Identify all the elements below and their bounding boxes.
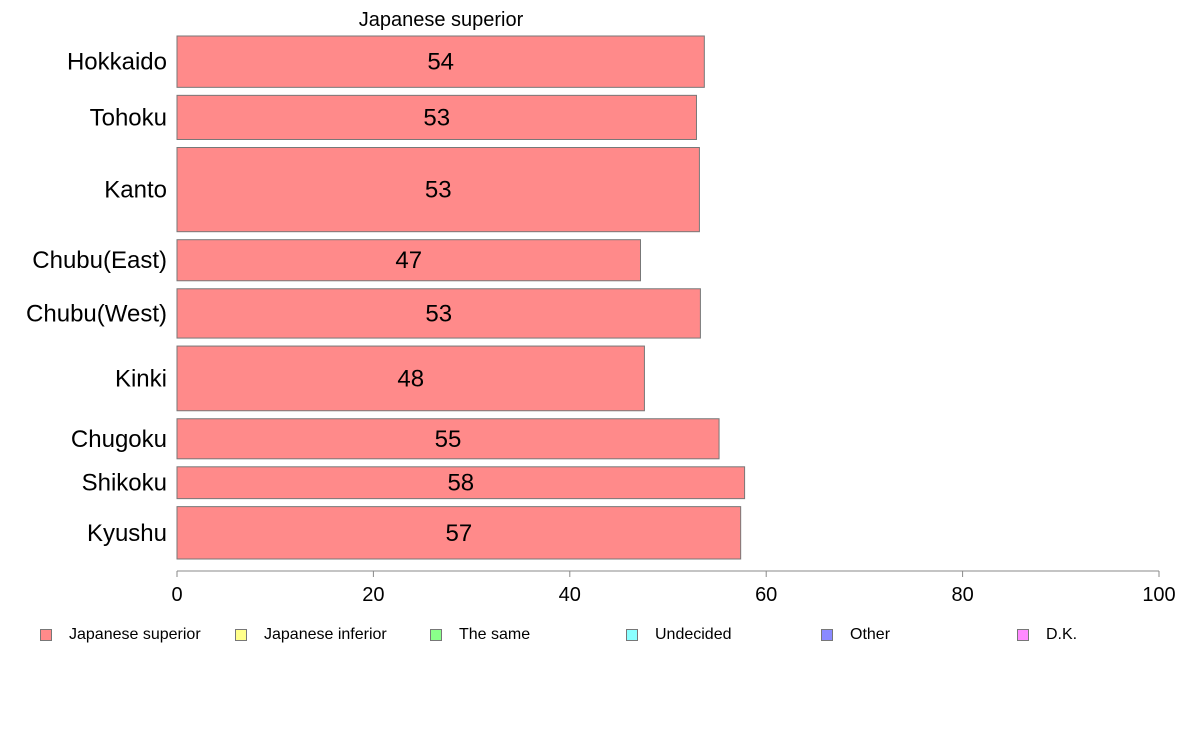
bar-kyushu <box>176 506 742 560</box>
legend-swatch-the-same <box>430 629 442 641</box>
category-label-chubu-east: Chubu(East) <box>32 247 167 274</box>
x-tick-label: 20 <box>362 584 384 606</box>
bar-value-label: 55 <box>435 426 462 453</box>
legend-label: The same <box>459 626 531 643</box>
legend-label: Undecided <box>655 626 732 643</box>
bar-chugoku <box>176 418 720 460</box>
category-label-chubu-west: Chubu(West) <box>26 300 167 327</box>
category-label-tohoku: Tohoku <box>90 104 167 131</box>
legend-item-japanese-inferior: Japanese inferior <box>235 624 387 646</box>
bar-value-label: 48 <box>397 365 424 392</box>
chart-title: Japanese superior <box>359 9 524 31</box>
category-label-kyushu: Kyushu <box>87 520 167 547</box>
category-label-hokkaido: Hokkaido <box>67 49 167 76</box>
legend-swatch-other <box>821 629 833 641</box>
bar-kinki <box>176 345 645 412</box>
legend-swatch-japanese-inferior <box>235 629 247 641</box>
legend-label: Other <box>850 626 891 643</box>
legend-swatch-japanese-superior <box>40 629 52 641</box>
bar-chubu-east <box>176 239 641 282</box>
bar-hokkaido <box>176 35 705 88</box>
bar-value-label: 53 <box>425 300 452 327</box>
legend-item-the-same: The same <box>430 624 530 646</box>
bars-group: 54 Hokkaido 53 Tohoku 53 Kanto 47 Chubu(East) 53… <box>26 35 746 560</box>
bar-value-label: 57 <box>445 520 472 547</box>
bar-chubu-west <box>176 288 701 339</box>
bar-shikoku <box>176 466 746 500</box>
bar-value-label: 47 <box>395 247 422 274</box>
bar-value-label: 54 <box>427 49 454 76</box>
bar-kanto <box>176 147 700 233</box>
legend-label: Japanese inferior <box>264 626 387 643</box>
bar-value-label: 58 <box>447 470 474 497</box>
category-label-chugoku: Chugoku <box>71 426 167 453</box>
bar-value-label: 53 <box>423 104 450 131</box>
legend-label: Japanese superior <box>69 626 201 643</box>
x-tick-label: 80 <box>951 584 973 606</box>
category-label-kinki: Kinki <box>115 365 167 392</box>
x-axis: 0 20 40 60 80 100 <box>171 570 1176 606</box>
legend-label: D.K. <box>1046 626 1078 643</box>
x-tick-label: 0 <box>171 584 182 606</box>
legend-item-japanese-superior: Japanese superior <box>40 624 201 646</box>
legend-item-undecided: Undecided <box>626 624 732 646</box>
category-label-shikoku: Shikoku <box>82 470 167 497</box>
legend-swatch-undecided <box>626 629 638 641</box>
category-label-kanto: Kanto <box>104 177 167 204</box>
legend-item-dk: D.K. <box>1017 624 1077 646</box>
legend: Japanese superior Japanese inferior The … <box>40 624 1170 646</box>
legend-item-other: Other <box>821 624 890 646</box>
x-tick-label: 40 <box>559 584 581 606</box>
legend-swatch-dk <box>1017 629 1029 641</box>
bar-tohoku <box>176 94 697 140</box>
x-tick-label: 100 <box>1142 584 1175 606</box>
bar-value-label: 53 <box>425 177 452 204</box>
x-tick-label: 60 <box>755 584 777 606</box>
